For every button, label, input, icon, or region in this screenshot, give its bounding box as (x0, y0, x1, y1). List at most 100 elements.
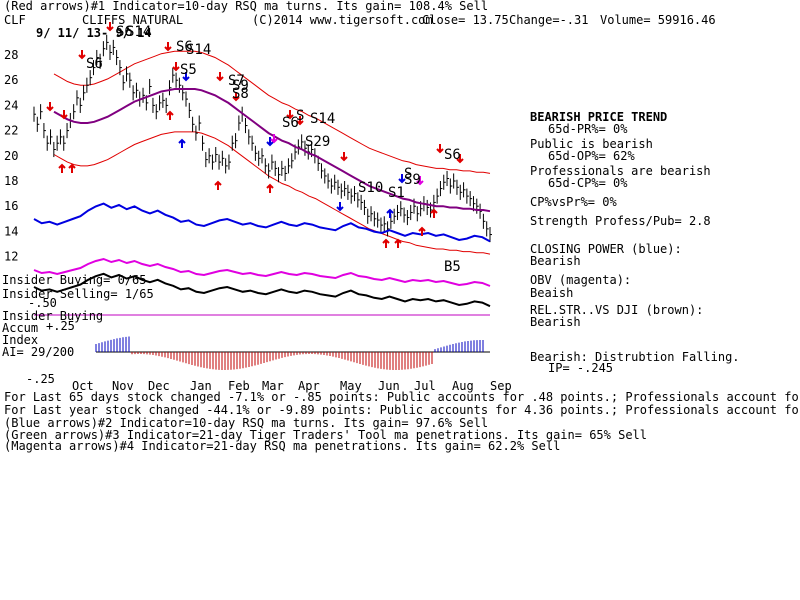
relstr-state: Bearish (530, 315, 581, 329)
minus-50-label: -.50 (28, 296, 57, 310)
x-tick-label: Apr (298, 379, 320, 393)
y-tick-label: 12 (4, 250, 18, 264)
red-arrow-up (58, 163, 66, 173)
obv-label: OBV (magenta): (530, 273, 632, 287)
ticker-symbol: CLF (4, 13, 26, 27)
distribution-note: Bearish: Distrubtion Falling. (530, 350, 740, 364)
signal-label: S1 (388, 185, 405, 201)
signal-label: S8 (232, 86, 249, 102)
signal-label: S29 (305, 134, 330, 150)
red-arrow-down (60, 110, 68, 120)
red-arrow-down (172, 62, 180, 72)
relstr-label: REL.STR..VS DJI (brown): (530, 303, 704, 317)
close-price: Close= 13.75 (422, 13, 509, 27)
red-arrow-down (46, 102, 54, 112)
blue-arrow-down (336, 202, 344, 212)
signal-label: S14 (126, 24, 151, 40)
x-tick-label: Feb (228, 379, 250, 393)
indicator-1-caption: (Red arrows)#1 Indicator=10-day RSQ ma t… (4, 0, 489, 13)
y-tick-label: 28 (4, 48, 18, 62)
x-tick-label: Sep (490, 379, 512, 393)
signal-label: S10 (358, 180, 383, 196)
x-tick-label: Oct (72, 379, 94, 393)
red-arrow-down (78, 50, 86, 60)
red-arrow-down (164, 42, 172, 52)
rel-strength-line (33, 272, 491, 308)
indicator-3-caption: (Green arrows)#3 Indicator=21-day Tiger … (4, 428, 647, 442)
x-tick-label: Nov (112, 379, 134, 393)
signal-label: S9 (232, 78, 249, 94)
red-arrow-down (216, 72, 224, 82)
blue-arrow-down (182, 72, 190, 82)
insider-buying-count: Insider Buying= 0/65 (2, 273, 147, 287)
red-arrow-up (214, 180, 222, 190)
red-arrow-up (418, 226, 426, 236)
pros-state: Professionals are bearish (530, 164, 711, 178)
op-value: 65d-OP%= 62% (548, 149, 635, 163)
cpvspr-value: CP%vsPr%= 0% (530, 195, 617, 209)
indicator-4-caption: (Magenta arrows)#4 Indicator=21-day RSQ … (4, 439, 561, 453)
footer-last-year: For Last year stock changed -44.1% or -9… (4, 403, 800, 417)
signal-label: S6 (116, 24, 133, 40)
signal-label: S (404, 166, 412, 182)
x-tick-label: Jul (414, 379, 436, 393)
x-tick-label: May (340, 379, 362, 393)
closing-power-line (33, 202, 491, 243)
minus-25-label: -.25 (26, 372, 55, 386)
ai-label: AI= 29/200 (2, 345, 75, 359)
magenta-arrow-down (270, 134, 278, 144)
y-tick-label: 14 (4, 224, 18, 238)
red-arrow-down (286, 110, 294, 120)
red-arrow-down (232, 92, 240, 102)
price-change: Change=-.31 (509, 13, 589, 27)
y-tick-label: 26 (4, 73, 18, 87)
strength-value: Strength Profess/Pub= 2.8 (530, 214, 711, 228)
blue-arrow-down (266, 137, 274, 147)
signal-label: S5 (180, 62, 197, 78)
x-tick-label: Mar (262, 379, 284, 393)
public-state: Public is bearish (530, 137, 653, 151)
signal-label: S6 (86, 56, 103, 72)
signal-label: S7 (228, 73, 245, 89)
red-arrow-up (394, 238, 402, 248)
obv-line (33, 257, 491, 287)
indicator-2-caption: (Blue arrows)#2 Indicator=10-day RSQ ma … (4, 416, 489, 430)
x-tick-label: Dec (148, 379, 170, 393)
red-arrow-up (266, 183, 274, 193)
x-tick-label: Aug (452, 379, 474, 393)
index-label: Index (2, 333, 39, 347)
footer-65-days: For Last 65 days stock changed -7.1% or … (4, 390, 800, 404)
red-arrow-down (456, 154, 464, 164)
moving-average-line (53, 88, 491, 213)
signal-label: S6 (176, 39, 193, 55)
blue-arrow-down (398, 174, 406, 184)
signal-label: S6 (282, 115, 299, 131)
x-tick-label: Jun (378, 379, 400, 393)
red-arrow-up (430, 208, 438, 218)
red-arrow-down (340, 152, 348, 162)
cp-value: 65d-CP%= 0% (548, 176, 628, 190)
plus-25-label: +.25 (46, 319, 75, 333)
y-tick-label: 18 (4, 174, 18, 188)
blue-arrow-up (178, 138, 186, 148)
red-arrow-down (436, 144, 444, 154)
red-arrow-down (106, 22, 114, 32)
red-arrow-up (166, 110, 174, 120)
closing-power-state: Bearish (530, 254, 581, 268)
pr-value: 65d-PR%= 0% (548, 122, 628, 136)
y-tick-label: 24 (4, 98, 18, 112)
y-tick-label: 22 (4, 124, 18, 138)
y-tick-label: 16 (4, 199, 18, 213)
red-arrow-up (382, 238, 390, 248)
obv-state: Beaish (530, 286, 574, 300)
magenta-arrow-down (416, 176, 424, 186)
lower-band-line (53, 131, 491, 255)
signal-label: S14 (310, 111, 335, 127)
x-tick-label: Jan (190, 379, 212, 393)
signal-label: B5 (444, 259, 461, 275)
trend-title: BEARISH PRICE TREND (530, 110, 668, 124)
blue-arrow-up (386, 208, 394, 218)
signal-label: S9 (404, 172, 421, 188)
